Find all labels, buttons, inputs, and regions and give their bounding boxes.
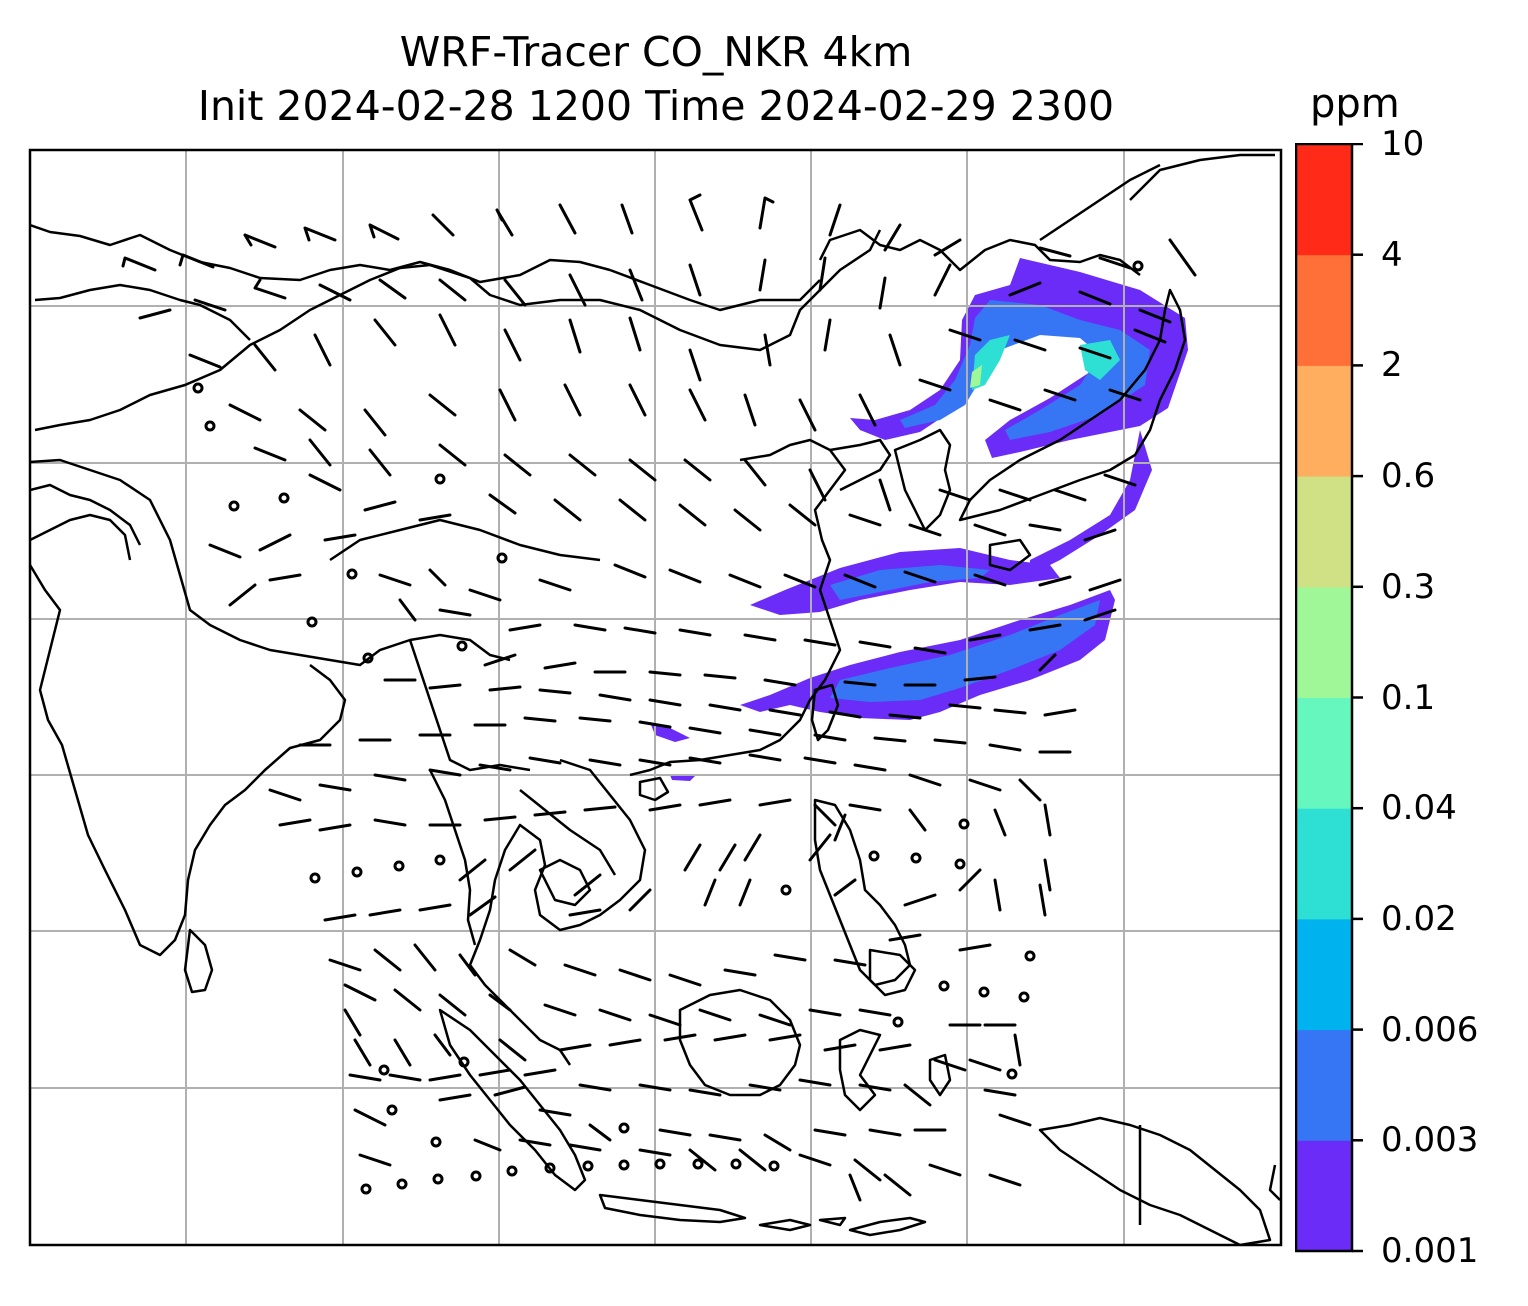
colorbar-tick-label: 0.02 xyxy=(1381,898,1457,939)
coast-india xyxy=(30,564,347,957)
coast-java xyxy=(598,1193,747,1224)
plume-east-arc xyxy=(1030,430,1152,575)
colorbar-blocks xyxy=(1296,144,1352,1252)
coast-sumatra xyxy=(438,1008,587,1192)
map-frame xyxy=(28,148,1283,1247)
coast-philippines xyxy=(813,798,912,987)
coast-russia-east xyxy=(1039,163,1161,242)
plume-spot2 xyxy=(670,775,695,781)
coast-newguinea xyxy=(1038,1116,1272,1245)
colorbar xyxy=(1295,143,1363,1253)
calm-markers xyxy=(192,260,1144,1195)
plume-spot xyxy=(650,722,690,742)
coast-moluccas xyxy=(928,1053,952,1097)
colorbar-tick-label: 0.001 xyxy=(1381,1231,1479,1271)
coast-myanmar xyxy=(428,769,477,946)
border-himalaya xyxy=(30,458,511,667)
coast-indochina xyxy=(468,758,647,1066)
plume-north-core2 xyxy=(970,365,982,388)
coast-southeast-island xyxy=(1268,1164,1281,1201)
colorbar-tick-label: 0.006 xyxy=(1381,1009,1479,1050)
coastlines xyxy=(30,153,1281,1245)
border-mongolia xyxy=(30,223,611,284)
colorbar-block-8 xyxy=(1296,254,1352,366)
plume-south-inner xyxy=(830,600,1100,702)
colorbar-tick-label: 10 xyxy=(1381,124,1425,164)
coast-srilanka xyxy=(183,928,214,994)
coast-hainan xyxy=(638,776,670,802)
colorbar-tick-label: 2 xyxy=(1381,345,1403,386)
wind-barbs xyxy=(121,193,1197,1202)
colorbar-unit-label: ppm xyxy=(1310,81,1400,127)
border-tibet-north xyxy=(34,229,882,432)
colorbar-block-5 xyxy=(1296,586,1352,698)
border-pakistan xyxy=(30,513,132,561)
border-laos xyxy=(519,789,617,876)
coast-sakhalin xyxy=(1129,153,1275,201)
colorbar-block-7 xyxy=(1296,365,1352,477)
border-afghanistan xyxy=(30,483,142,546)
coast-sulawesi xyxy=(838,1028,882,1112)
coast-bohai xyxy=(829,438,892,492)
colorbar-tick-label: 0.3 xyxy=(1381,566,1436,607)
coast-korea xyxy=(893,428,952,532)
border-mongolia-east xyxy=(609,268,821,312)
colorbar-block-4 xyxy=(1296,697,1352,809)
colorbar-tick-label: 4 xyxy=(1381,234,1403,275)
colorbar-tick-label: 0.6 xyxy=(1381,456,1436,497)
colorbar-block-9 xyxy=(1296,144,1352,256)
colorbar-tick-label: 0.003 xyxy=(1381,1120,1479,1161)
coast-lesser-sunda xyxy=(758,1216,847,1232)
border-inner-china xyxy=(329,518,601,562)
colorbar-block-2 xyxy=(1296,918,1352,1031)
colorbar-tick-label: 0.1 xyxy=(1381,677,1436,718)
colorbar-tick-label: 0.04 xyxy=(1381,788,1457,829)
colorbar-block-3 xyxy=(1296,808,1352,920)
coast-japan-south xyxy=(988,538,1032,572)
border-china-korea xyxy=(818,228,1141,276)
border-kazakhstan xyxy=(34,283,251,341)
colorbar-block-6 xyxy=(1296,476,1352,588)
colorbar-ticks xyxy=(1352,143,1363,1253)
map-title-line2: Init 2024-02-28 1200 Time 2024-02-29 230… xyxy=(197,82,1115,130)
coast-borneo xyxy=(678,988,802,1097)
coast-taiwan xyxy=(810,683,840,742)
border-yunnan xyxy=(408,639,531,772)
map-title-line1: WRF-Tracer CO_NKR 4km xyxy=(399,28,913,76)
colorbar-block-1 xyxy=(1296,1029,1352,1141)
coast-japan xyxy=(958,288,1187,522)
coast-china-east xyxy=(629,438,847,777)
coast-gulf-thailand xyxy=(538,858,592,907)
plume-north-inner xyxy=(900,300,1150,440)
coast-timor xyxy=(848,1216,927,1237)
plume-middle-inner xyxy=(830,565,990,600)
colorbar-block-0 xyxy=(1296,1140,1352,1252)
coast-mindanao xyxy=(868,948,917,997)
